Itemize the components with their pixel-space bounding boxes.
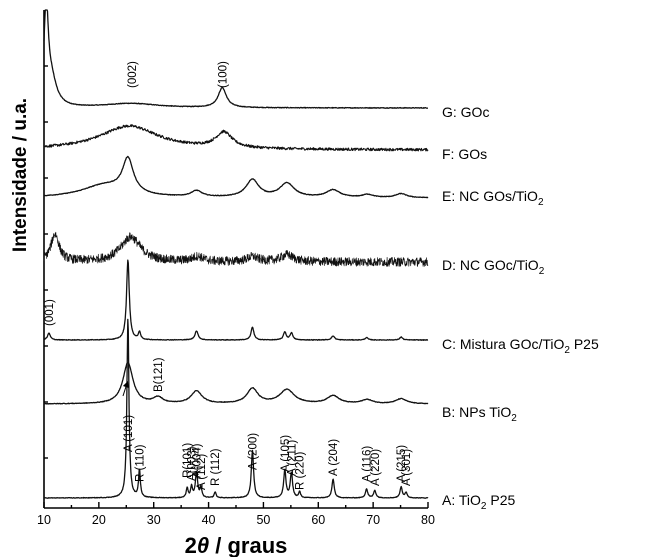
peak-annotation: A (200) xyxy=(247,433,259,470)
series-label: D: NC GOc/TiO2 xyxy=(442,257,545,277)
peak-annotation: A (301) xyxy=(401,449,413,486)
peak-annotation: A(004) xyxy=(192,443,204,478)
axes: 10 20 30 40 50 60 70 80 xyxy=(37,10,435,527)
x-axis-title-part: / graus xyxy=(209,533,287,557)
series-line xyxy=(43,361,429,405)
peak-annotation: R (220) xyxy=(295,451,307,490)
x-tick-label: 80 xyxy=(421,513,435,527)
series-line xyxy=(43,9,429,109)
x-tick-label: 60 xyxy=(311,513,325,527)
peak-annotation: A (204) xyxy=(328,439,340,476)
x-axis-title-part: 2 xyxy=(185,533,197,557)
peak-annotation: R(101) xyxy=(182,443,194,478)
peak-annotation: A (101) xyxy=(123,415,135,452)
peak-annotation: R (110) xyxy=(134,444,146,482)
traces xyxy=(43,9,429,499)
series-label-part: E: NC GOs/TiO xyxy=(442,188,538,204)
series-label-part: G: GOc xyxy=(442,104,489,120)
series-label: F: GOs xyxy=(442,146,487,162)
peak-annotation: A (105) xyxy=(280,435,292,472)
x-tick-label: 30 xyxy=(147,513,161,527)
series-label-part: P25 xyxy=(486,492,515,508)
peak-annotation: A (220) xyxy=(370,449,382,486)
series-label: G: GOc xyxy=(442,104,489,120)
x-tick-label: 70 xyxy=(366,513,380,527)
x-tick-label: 40 xyxy=(202,513,216,527)
series-label-part: 2 xyxy=(481,501,487,512)
series-label-part: 2 xyxy=(511,413,517,424)
x-axis-title-part: θ xyxy=(197,533,209,557)
series-label: A: TiO2 P25 xyxy=(442,492,515,512)
y-axis-title: Intensidade / u.a. xyxy=(10,98,31,252)
series-label-part: D: NC GOc/TiO xyxy=(442,257,539,273)
peak-annotation: A (116) xyxy=(362,446,374,482)
series-line xyxy=(43,124,429,152)
series-line xyxy=(43,155,429,199)
series-label: C: Mistura GOc/TiO2 P25 xyxy=(442,336,599,356)
peak-annotation: (001) xyxy=(44,299,56,326)
peak-annotation: B(121) xyxy=(153,357,165,392)
series-label-part: 2 xyxy=(564,345,570,356)
series-label-part: 2 xyxy=(539,266,545,277)
peak-annotation: (002) xyxy=(127,61,139,88)
x-axis-title: 2θ / graus xyxy=(185,533,288,557)
annotation-arrowhead xyxy=(122,381,129,388)
x-tick-label: 50 xyxy=(256,513,270,527)
series-label-part: F: GOs xyxy=(442,146,487,162)
x-tick-label: 20 xyxy=(92,513,106,527)
series-line xyxy=(43,259,429,341)
peak-annotation: A(003) xyxy=(187,446,199,481)
peak-annotation: R (112) xyxy=(210,448,222,486)
peak-annotation: A (211) xyxy=(286,440,298,476)
peak-annotation: A (112) xyxy=(196,454,208,490)
series-label-part: B: NPs TiO xyxy=(442,404,511,420)
series-label-part: P25 xyxy=(570,336,599,352)
series-line xyxy=(43,318,429,499)
peak-annotation: (100) xyxy=(217,61,229,88)
x-tick-label: 10 xyxy=(37,513,51,527)
series-label-part: A: TiO xyxy=(442,492,481,508)
series-label: E: NC GOs/TiO2 xyxy=(442,188,544,208)
series-label-part: 2 xyxy=(538,197,544,208)
series-line xyxy=(43,231,429,267)
series-label-part: C: Mistura GOc/TiO xyxy=(442,336,564,352)
series-label: B: NPs TiO2 xyxy=(442,404,517,424)
peak-annotation: A (215) xyxy=(396,445,408,482)
